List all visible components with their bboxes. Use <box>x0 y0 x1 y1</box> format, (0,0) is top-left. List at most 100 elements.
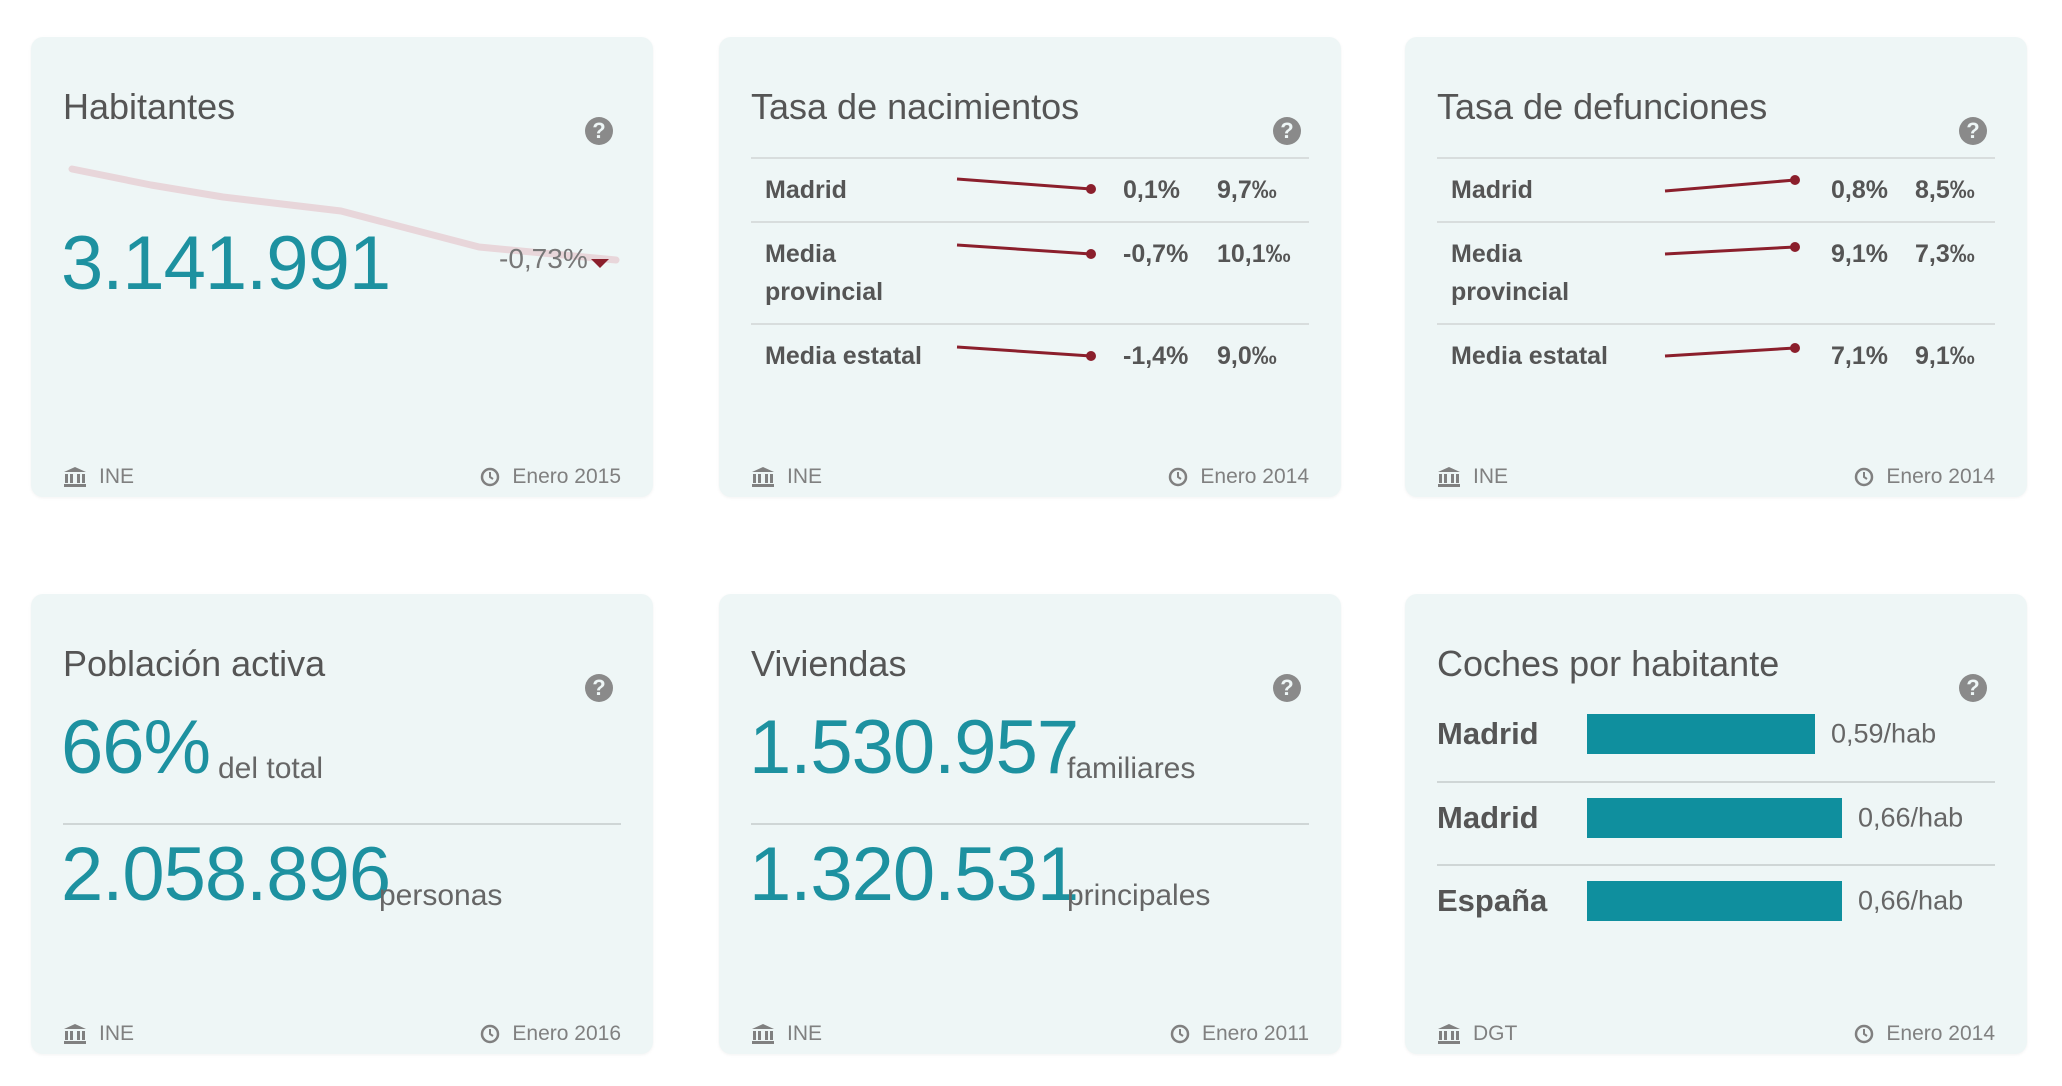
clock-icon <box>480 1024 500 1044</box>
row-value: 9,1‰ <box>1915 342 1975 370</box>
help-icon[interactable]: ? <box>585 117 613 145</box>
stat-value-secondary: 1.320.531 <box>749 832 1079 917</box>
card-poblacion-activa: Población activa ? 66% del total 2.058.8… <box>31 594 653 1054</box>
divider <box>63 823 621 825</box>
date: Enero 2014 <box>1168 465 1309 489</box>
source-label: INE <box>787 465 823 488</box>
rate-table: Madrid 0,1% 9,7‰ Media provincial -0,7% … <box>751 157 1309 387</box>
sparkline <box>1664 343 1800 358</box>
divider <box>1437 781 1995 783</box>
stat-unit-primary: familiares <box>1067 752 1196 785</box>
card-title: Tasa de nacimientos <box>751 86 1080 127</box>
card-defunciones: Tasa de defunciones ? Madrid 0,8% 8,5‰ M… <box>1405 37 2027 497</box>
clock-icon <box>1854 467 1874 487</box>
clock-icon <box>1854 1024 1874 1044</box>
row-name: Media estatal <box>1451 342 1609 370</box>
bar-name: España <box>1437 883 1548 918</box>
row-value: 10,1‰ <box>1217 240 1291 268</box>
row-name: Media <box>1451 240 1522 268</box>
source: INE <box>751 465 822 489</box>
sparkline <box>956 243 1096 259</box>
date: Enero 2014 <box>1854 465 1995 489</box>
row-pct: 9,1% <box>1831 240 1888 268</box>
stat-unit-secondary: personas <box>379 879 503 912</box>
card-title: Viviendas <box>751 643 907 684</box>
habitantes-change: -0,73% <box>499 243 588 274</box>
table-row: Media estatal -1,4% 9,0‰ <box>751 325 1309 387</box>
stat-value-primary: 1.530.957 <box>749 705 1079 790</box>
card-title: Habitantes <box>63 86 236 127</box>
row-value: 9,0‰ <box>1217 342 1277 370</box>
stat-value-primary: 66% <box>61 705 211 790</box>
stat-value-secondary: 2.058.896 <box>61 832 391 917</box>
row-pct: -0,7% <box>1123 240 1189 268</box>
card-title: Tasa de defunciones <box>1437 86 1768 127</box>
source-label: INE <box>1473 465 1509 488</box>
date-label: Enero 2014 <box>1886 465 1995 488</box>
bar-row: Madrid 0,66/hab <box>1437 776 1995 860</box>
stat-unit-primary: del total <box>218 752 324 785</box>
help-icon[interactable]: ? <box>1959 674 1987 702</box>
help-icon[interactable]: ? <box>1273 674 1301 702</box>
sparkline <box>956 177 1096 194</box>
table-row: Madrid 0,8% 8,5‰ <box>1437 159 1995 223</box>
bar-name: Madrid <box>1437 800 1539 835</box>
source: DGT <box>1437 1022 1517 1046</box>
bank-icon <box>751 466 775 488</box>
bar-value-label: 0,66/hab <box>1858 885 1964 916</box>
bank-icon <box>1437 466 1461 488</box>
table-row: Madrid 0,1% 9,7‰ <box>751 159 1309 223</box>
bar-value-label: 0,59/hab <box>1831 718 1937 749</box>
source: INE <box>63 465 134 489</box>
date-label: Enero 2015 <box>512 465 621 488</box>
row-pct: 0,1% <box>1123 176 1180 204</box>
row-name: Madrid <box>1451 176 1533 204</box>
rate-table: Madrid 0,8% 8,5‰ Media provincial 9,1% 7… <box>1437 157 1995 387</box>
bar-fill <box>1587 881 1842 921</box>
clock-icon <box>1170 1024 1190 1044</box>
trend-down-marker <box>591 259 609 268</box>
bar-name: Madrid <box>1437 716 1539 751</box>
table-row: Media provincial -0,7% 10,1‰ <box>751 223 1309 325</box>
row-pct: 7,1% <box>1831 342 1888 370</box>
card-coches-por-habitante: Coches por habitante ? Madrid 0,59/hab M… <box>1405 594 2027 1054</box>
row-name-line2: provincial <box>1451 278 1570 306</box>
date: Enero 2011 <box>1170 1022 1309 1046</box>
clock-icon <box>480 467 500 487</box>
row-value: 7,3‰ <box>1915 240 1975 268</box>
population-trend-chart <box>68 165 620 268</box>
source: INE <box>1437 465 1508 489</box>
row-pct: -1,4% <box>1123 342 1189 370</box>
date: Enero 2014 <box>1854 1022 1995 1046</box>
bank-icon <box>63 1023 87 1045</box>
stat-unit-secondary: principales <box>1067 879 1211 912</box>
bar-fill <box>1587 798 1842 838</box>
table-row: Media provincial 9,1% 7,3‰ <box>1437 223 1995 325</box>
help-icon[interactable]: ? <box>1273 117 1301 145</box>
date-label: Enero 2011 <box>1201 1022 1309 1045</box>
clock-icon <box>1168 467 1188 487</box>
card-title: Coches por habitante <box>1437 643 1780 684</box>
card-nacimientos: Tasa de nacimientos ? Madrid 0,1% 9,7‰ M… <box>719 37 1341 497</box>
source-label: INE <box>99 1022 135 1045</box>
date-label: Enero 2016 <box>512 1022 621 1045</box>
row-name-line2: provincial <box>765 278 884 306</box>
trend-line <box>68 165 620 264</box>
bank-icon <box>751 1023 775 1045</box>
row-value: 9,7‰ <box>1217 176 1277 204</box>
habitantes-value: 3.141.991 <box>61 221 391 306</box>
row-name: Media <box>765 240 836 268</box>
source: INE <box>751 1022 822 1046</box>
help-icon[interactable]: ? <box>585 674 613 702</box>
row-name: Madrid <box>765 176 847 204</box>
date: Enero 2016 <box>480 1022 621 1046</box>
card-habitantes: Habitantes ? 3.141.991 -0,73% INE Enero … <box>31 37 653 497</box>
row-name: Media estatal <box>765 342 923 370</box>
source-label: INE <box>99 465 135 488</box>
date-label: Enero 2014 <box>1200 465 1309 488</box>
bar-value-label: 0,66/hab <box>1858 802 1964 833</box>
sparkline <box>1664 175 1800 193</box>
bank-icon <box>1437 1023 1461 1045</box>
help-icon[interactable]: ? <box>1959 117 1987 145</box>
divider <box>1437 864 1995 866</box>
